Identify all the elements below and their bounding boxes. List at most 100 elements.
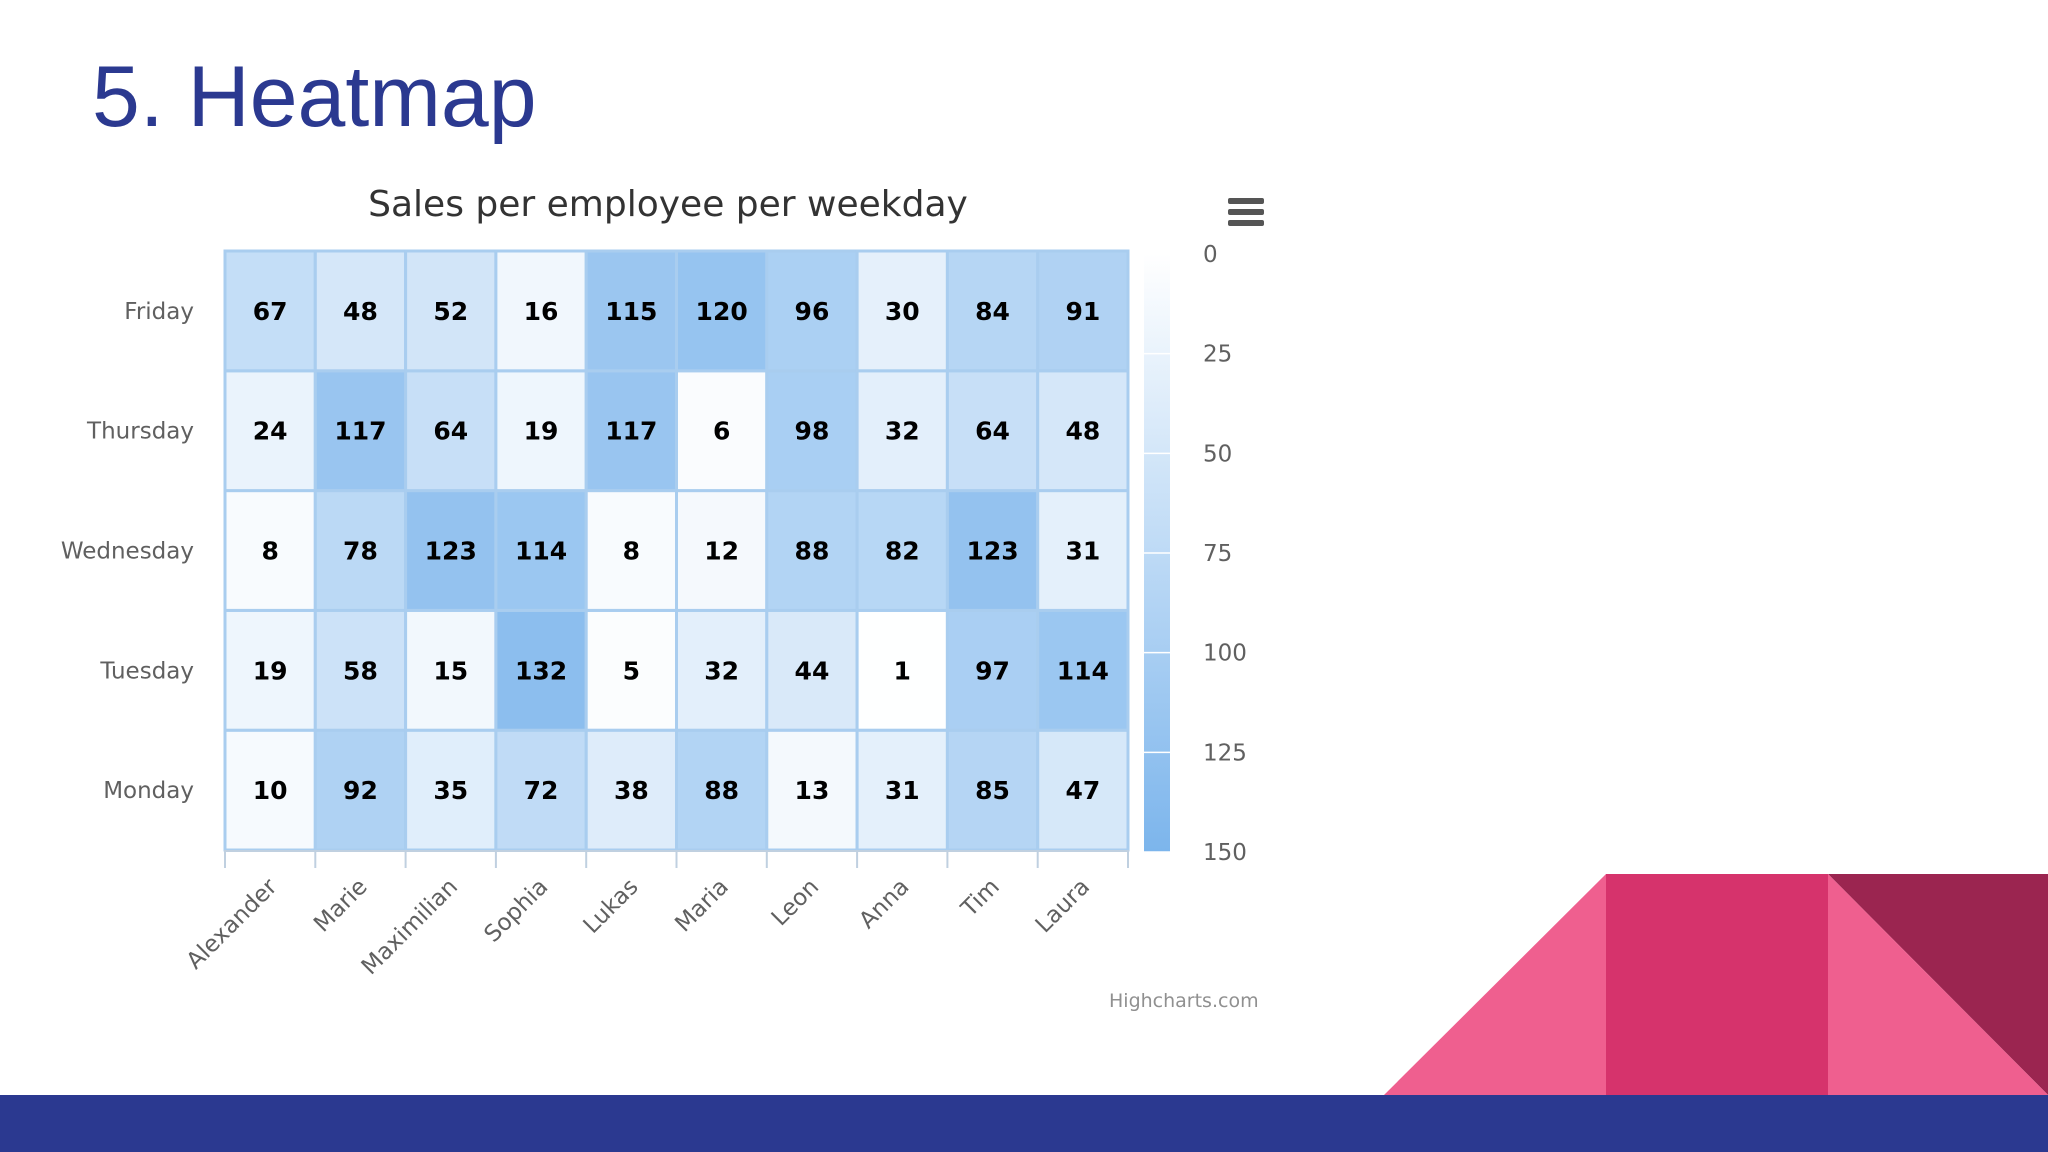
heatmap-cell xyxy=(313,249,408,373)
cell-data-label: 19 xyxy=(524,417,559,446)
cell-data-label: 97 xyxy=(975,656,1010,685)
cell-data-label: 120 xyxy=(696,297,748,326)
heatmap-cell xyxy=(765,369,859,493)
heatmap-cell xyxy=(494,369,588,493)
cell-data-label: 114 xyxy=(1057,656,1109,685)
cell-data-label: 35 xyxy=(433,776,468,805)
heatmap-cell xyxy=(1036,369,1130,493)
cell-data-label: 123 xyxy=(966,537,1018,566)
cell-data-label: 30 xyxy=(885,297,920,326)
cell-data-label: 72 xyxy=(524,776,559,805)
deco-block-middle xyxy=(1606,874,1828,1095)
cell-data-label: 6 xyxy=(713,417,730,446)
cell-data-label: 96 xyxy=(795,297,830,326)
cell-data-label: 12 xyxy=(704,537,739,566)
heatmap-cell xyxy=(675,249,769,373)
cell-data-label: 91 xyxy=(1065,297,1100,326)
cell-data-label: 132 xyxy=(515,656,567,685)
cell-data-label: 8 xyxy=(261,537,278,566)
cell-data-label: 58 xyxy=(343,656,378,685)
cell-data-label: 5 xyxy=(623,656,640,685)
color-legend-tick-label: 125 xyxy=(1203,740,1247,766)
cell-data-label: 82 xyxy=(885,537,920,566)
cell-data-label: 117 xyxy=(605,417,657,446)
cell-data-label: 64 xyxy=(433,417,468,446)
heatmap-cell xyxy=(223,489,317,612)
cell-data-label: 52 xyxy=(433,297,468,326)
cell-data-label: 117 xyxy=(334,417,386,446)
cell-data-label: 16 xyxy=(524,297,559,326)
cell-data-label: 19 xyxy=(253,656,288,685)
heatmap-cell xyxy=(494,249,588,373)
cell-data-label: 84 xyxy=(975,297,1010,326)
cell-data-label: 92 xyxy=(343,776,378,805)
cell-data-label: 24 xyxy=(253,417,288,446)
heatmap-cell xyxy=(765,608,859,732)
heatmap-cell xyxy=(1036,249,1130,373)
heatmap-cell xyxy=(855,249,949,373)
color-legend-tick-label: 150 xyxy=(1203,840,1247,866)
color-legend-tick-label: 0 xyxy=(1203,242,1218,268)
slide-title: 5. Heatmap xyxy=(92,49,537,145)
cell-data-label: 1 xyxy=(894,656,911,685)
cell-data-label: 64 xyxy=(975,417,1010,446)
x-axis-label: Alexander xyxy=(182,873,283,974)
y-axis-label: Thursday xyxy=(86,419,194,445)
chart-credits[interactable]: Highcharts.com xyxy=(1109,990,1259,1012)
x-axis-label: Sophia xyxy=(480,874,554,948)
heatmap-cell xyxy=(584,728,679,852)
heatmap-cell xyxy=(404,608,498,732)
y-axis-label: Monday xyxy=(103,778,194,804)
x-axis-label: Lukas xyxy=(579,874,644,939)
heatmap-cell xyxy=(584,489,679,612)
cell-data-label: 32 xyxy=(704,656,739,685)
color-legend-tick-label: 75 xyxy=(1203,541,1232,567)
x-axis-label: Maria xyxy=(670,874,734,938)
heatmap-cell xyxy=(945,728,1040,852)
heatmap-cell xyxy=(945,489,1040,612)
x-axis-label: Laura xyxy=(1031,874,1095,938)
x-axis-label: Tim xyxy=(956,874,1005,923)
deco-triangle-right-light xyxy=(1828,874,2048,1095)
cell-data-label: 44 xyxy=(795,656,830,685)
cell-data-label: 123 xyxy=(425,537,477,566)
y-axis-label: Tuesday xyxy=(99,658,194,684)
x-axis-label: Maximilian xyxy=(357,874,463,980)
cell-data-label: 48 xyxy=(1065,417,1100,446)
x-axis-label: Leon xyxy=(767,874,824,931)
deco-triangle-left xyxy=(1384,874,1606,1095)
color-legend-tick-label: 100 xyxy=(1203,641,1247,667)
heatmap-cell xyxy=(313,728,408,852)
cell-data-label: 98 xyxy=(795,417,830,446)
cell-data-label: 31 xyxy=(885,776,920,805)
cell-data-label: 115 xyxy=(605,297,657,326)
color-legend-tick-label: 50 xyxy=(1203,441,1232,467)
cell-data-label: 48 xyxy=(343,297,378,326)
cell-data-label: 88 xyxy=(704,776,739,805)
heatmap-cell xyxy=(765,249,859,373)
x-axis-label: Marie xyxy=(309,874,373,938)
cell-data-label: 47 xyxy=(1065,776,1100,805)
x-axis-label: Anna xyxy=(854,874,914,934)
cell-data-label: 13 xyxy=(795,776,830,805)
cell-data-label: 32 xyxy=(885,417,920,446)
cell-data-label: 67 xyxy=(253,297,288,326)
heatmap-cell xyxy=(404,489,498,612)
cell-data-label: 31 xyxy=(1065,537,1100,566)
hamburger-menu-icon[interactable] xyxy=(1226,196,1266,230)
cell-data-label: 8 xyxy=(623,537,640,566)
cell-data-label: 78 xyxy=(343,537,378,566)
heatmap-cell xyxy=(494,728,588,852)
cell-data-label: 114 xyxy=(515,537,567,566)
cell-data-label: 10 xyxy=(253,776,288,805)
heatmap-cell xyxy=(404,369,498,493)
footer-bar xyxy=(0,1095,2048,1152)
heatmap-cell xyxy=(313,489,408,612)
heatmap-cell xyxy=(1036,608,1130,732)
heatmap-cell xyxy=(855,728,949,852)
heatmap-cell xyxy=(404,249,498,373)
y-axis-label: Friday xyxy=(124,299,194,325)
chart-title: Sales per employee per weekday xyxy=(368,184,968,225)
